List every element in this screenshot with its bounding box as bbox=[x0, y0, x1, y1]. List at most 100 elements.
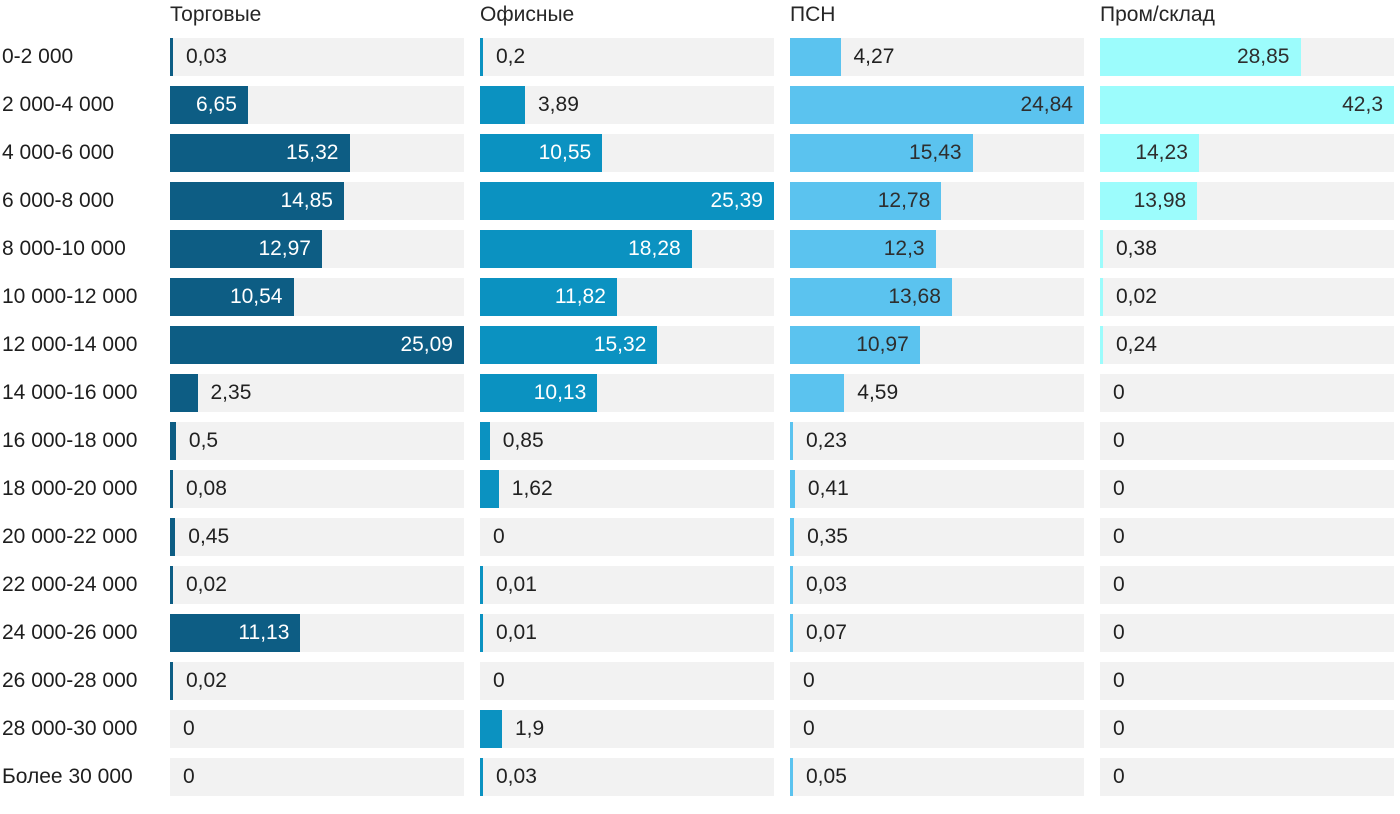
bar bbox=[480, 470, 499, 508]
bar-cell: 0 bbox=[1100, 758, 1394, 796]
bar-cell: 11,13 bbox=[170, 614, 464, 652]
row-label: 12 000-14 000 bbox=[2, 333, 138, 356]
bar-cell: 0 bbox=[170, 710, 464, 748]
row-label: 24 000-26 000 bbox=[2, 621, 138, 644]
bar-value-label: 13,98 bbox=[1133, 189, 1187, 212]
bar bbox=[170, 230, 322, 268]
bar-cell: 12,78 bbox=[790, 182, 1084, 220]
bar-value-label: 25,39 bbox=[710, 189, 763, 212]
bar-cell: 0,01 bbox=[480, 566, 774, 604]
bar-value-label: 18,28 bbox=[628, 237, 681, 260]
row-label: 26 000-28 000 bbox=[2, 669, 138, 692]
chart-row: 26 000-28 000 0,02 0 0 0 bbox=[0, 662, 1400, 700]
row-label: 28 000-30 000 bbox=[2, 717, 138, 740]
bar-cell: 13,98 bbox=[1100, 182, 1394, 220]
bar-value-label: 3,89 bbox=[538, 93, 579, 116]
bar bbox=[170, 278, 294, 316]
bar-value-label: 42,3 bbox=[1342, 93, 1383, 116]
bar-value-label: 0,02 bbox=[186, 573, 227, 596]
bar-value-label: 1,9 bbox=[515, 717, 545, 740]
bar-cell: 0,03 bbox=[790, 566, 1084, 604]
bar-value-label: 0 bbox=[183, 765, 195, 788]
bar bbox=[480, 134, 603, 172]
bar bbox=[1100, 86, 1394, 124]
bar-value-label: 13,68 bbox=[888, 285, 941, 308]
bar-value-label: 12,78 bbox=[877, 189, 931, 212]
bar-value-label: 0 bbox=[1113, 477, 1125, 500]
bar-value-label: 0 bbox=[803, 669, 815, 692]
column-header-torgovye: Торговые bbox=[170, 3, 262, 26]
bar bbox=[170, 38, 173, 76]
bar bbox=[790, 134, 973, 172]
bar bbox=[790, 470, 795, 508]
bar-cell: 0,03 bbox=[480, 758, 774, 796]
chart-row: 2 000-4 000 6,65 3,89 24,84 42,3 bbox=[0, 86, 1400, 124]
bar-value-label: 0,2 bbox=[496, 45, 526, 68]
bar-cell: 0,45 bbox=[170, 518, 464, 556]
bar-cell: 0,07 bbox=[790, 614, 1084, 652]
bar-value-label: 0 bbox=[1113, 669, 1125, 692]
bar-cell: 0,35 bbox=[790, 518, 1084, 556]
bar-value-label: 4,59 bbox=[857, 381, 899, 404]
bar-value-label: 0,38 bbox=[1116, 237, 1157, 260]
bar-value-label: 0 bbox=[1113, 717, 1125, 740]
bar-cell: 1,62 bbox=[480, 470, 774, 508]
chart-row: 28 000-30 000 0 1,9 0 0 bbox=[0, 710, 1400, 748]
bar-value-label: 14,23 bbox=[1135, 141, 1188, 164]
bar bbox=[790, 518, 795, 556]
bar-value-label: 2,35 bbox=[210, 381, 252, 404]
row-label: 16 000-18 000 bbox=[2, 429, 138, 452]
chart-row: 8 000-10 000 12,97 18,28 12,3 0,38 bbox=[0, 230, 1400, 268]
bar bbox=[1100, 134, 1199, 172]
bar-cell: 0 bbox=[1100, 470, 1394, 508]
bar-value-label: 0,24 bbox=[1116, 333, 1157, 356]
bar-cell: 0 bbox=[1100, 614, 1394, 652]
bar bbox=[480, 86, 525, 124]
bar-value-label: 4,27 bbox=[853, 45, 895, 68]
bar-cell: 0,02 bbox=[170, 662, 464, 700]
bar bbox=[170, 566, 173, 604]
chart-row: 24 000-26 000 11,13 0,01 0,07 0 bbox=[0, 614, 1400, 652]
bar bbox=[170, 134, 350, 172]
bar bbox=[790, 566, 793, 604]
bar-cell: 3,89 bbox=[480, 86, 774, 124]
bar-cell: 0,03 bbox=[170, 38, 464, 76]
bar-cell: 0,23 bbox=[790, 422, 1084, 460]
bar-value-label: 6,65 bbox=[196, 93, 237, 116]
bar-value-label: 0,45 bbox=[188, 525, 230, 548]
bar-value-label: 12,97 bbox=[258, 237, 311, 260]
bar-cell: 11,82 bbox=[480, 278, 774, 316]
bar bbox=[1100, 230, 1103, 268]
row-label: 20 000-22 000 bbox=[2, 525, 138, 548]
row-label: 10 000-12 000 bbox=[2, 285, 138, 308]
bar bbox=[1100, 278, 1103, 316]
bar bbox=[790, 278, 952, 316]
bar bbox=[170, 422, 176, 460]
bar bbox=[480, 230, 692, 268]
bar bbox=[790, 230, 936, 268]
bar-cell: 0,01 bbox=[480, 614, 774, 652]
chart-rows: 0-2 000 0,03 0,2 4,27 28,85 2 000-4 000 6,65 3,… bbox=[0, 38, 1400, 796]
bar-value-label: 0 bbox=[1113, 381, 1125, 404]
bar-value-label: 15,32 bbox=[593, 333, 647, 356]
row-label: 18 000-20 000 bbox=[2, 477, 138, 500]
bar-cell: 0,85 bbox=[480, 422, 774, 460]
bar-value-label: 12,3 bbox=[883, 237, 925, 260]
bar-cell: 0 bbox=[1100, 422, 1394, 460]
bar bbox=[170, 86, 248, 124]
bar bbox=[1100, 326, 1103, 364]
bar bbox=[480, 614, 483, 652]
bar-value-label: 0,5 bbox=[188, 429, 219, 452]
bar-value-label: 14,85 bbox=[280, 189, 333, 212]
bar-value-label: 11,82 bbox=[554, 285, 606, 308]
bar-value-label: 0,35 bbox=[807, 525, 848, 548]
bar bbox=[170, 470, 173, 508]
bar bbox=[790, 182, 942, 220]
bar-cell: 0 bbox=[170, 758, 464, 796]
bar-value-label: 10,55 bbox=[538, 141, 592, 164]
bar-value-label: 10,13 bbox=[533, 381, 587, 404]
bar-value-label: 0,41 bbox=[807, 477, 849, 500]
bar bbox=[480, 422, 490, 460]
row-label: 2 000-4 000 bbox=[2, 93, 115, 116]
bar-cell: 12,97 bbox=[170, 230, 464, 268]
